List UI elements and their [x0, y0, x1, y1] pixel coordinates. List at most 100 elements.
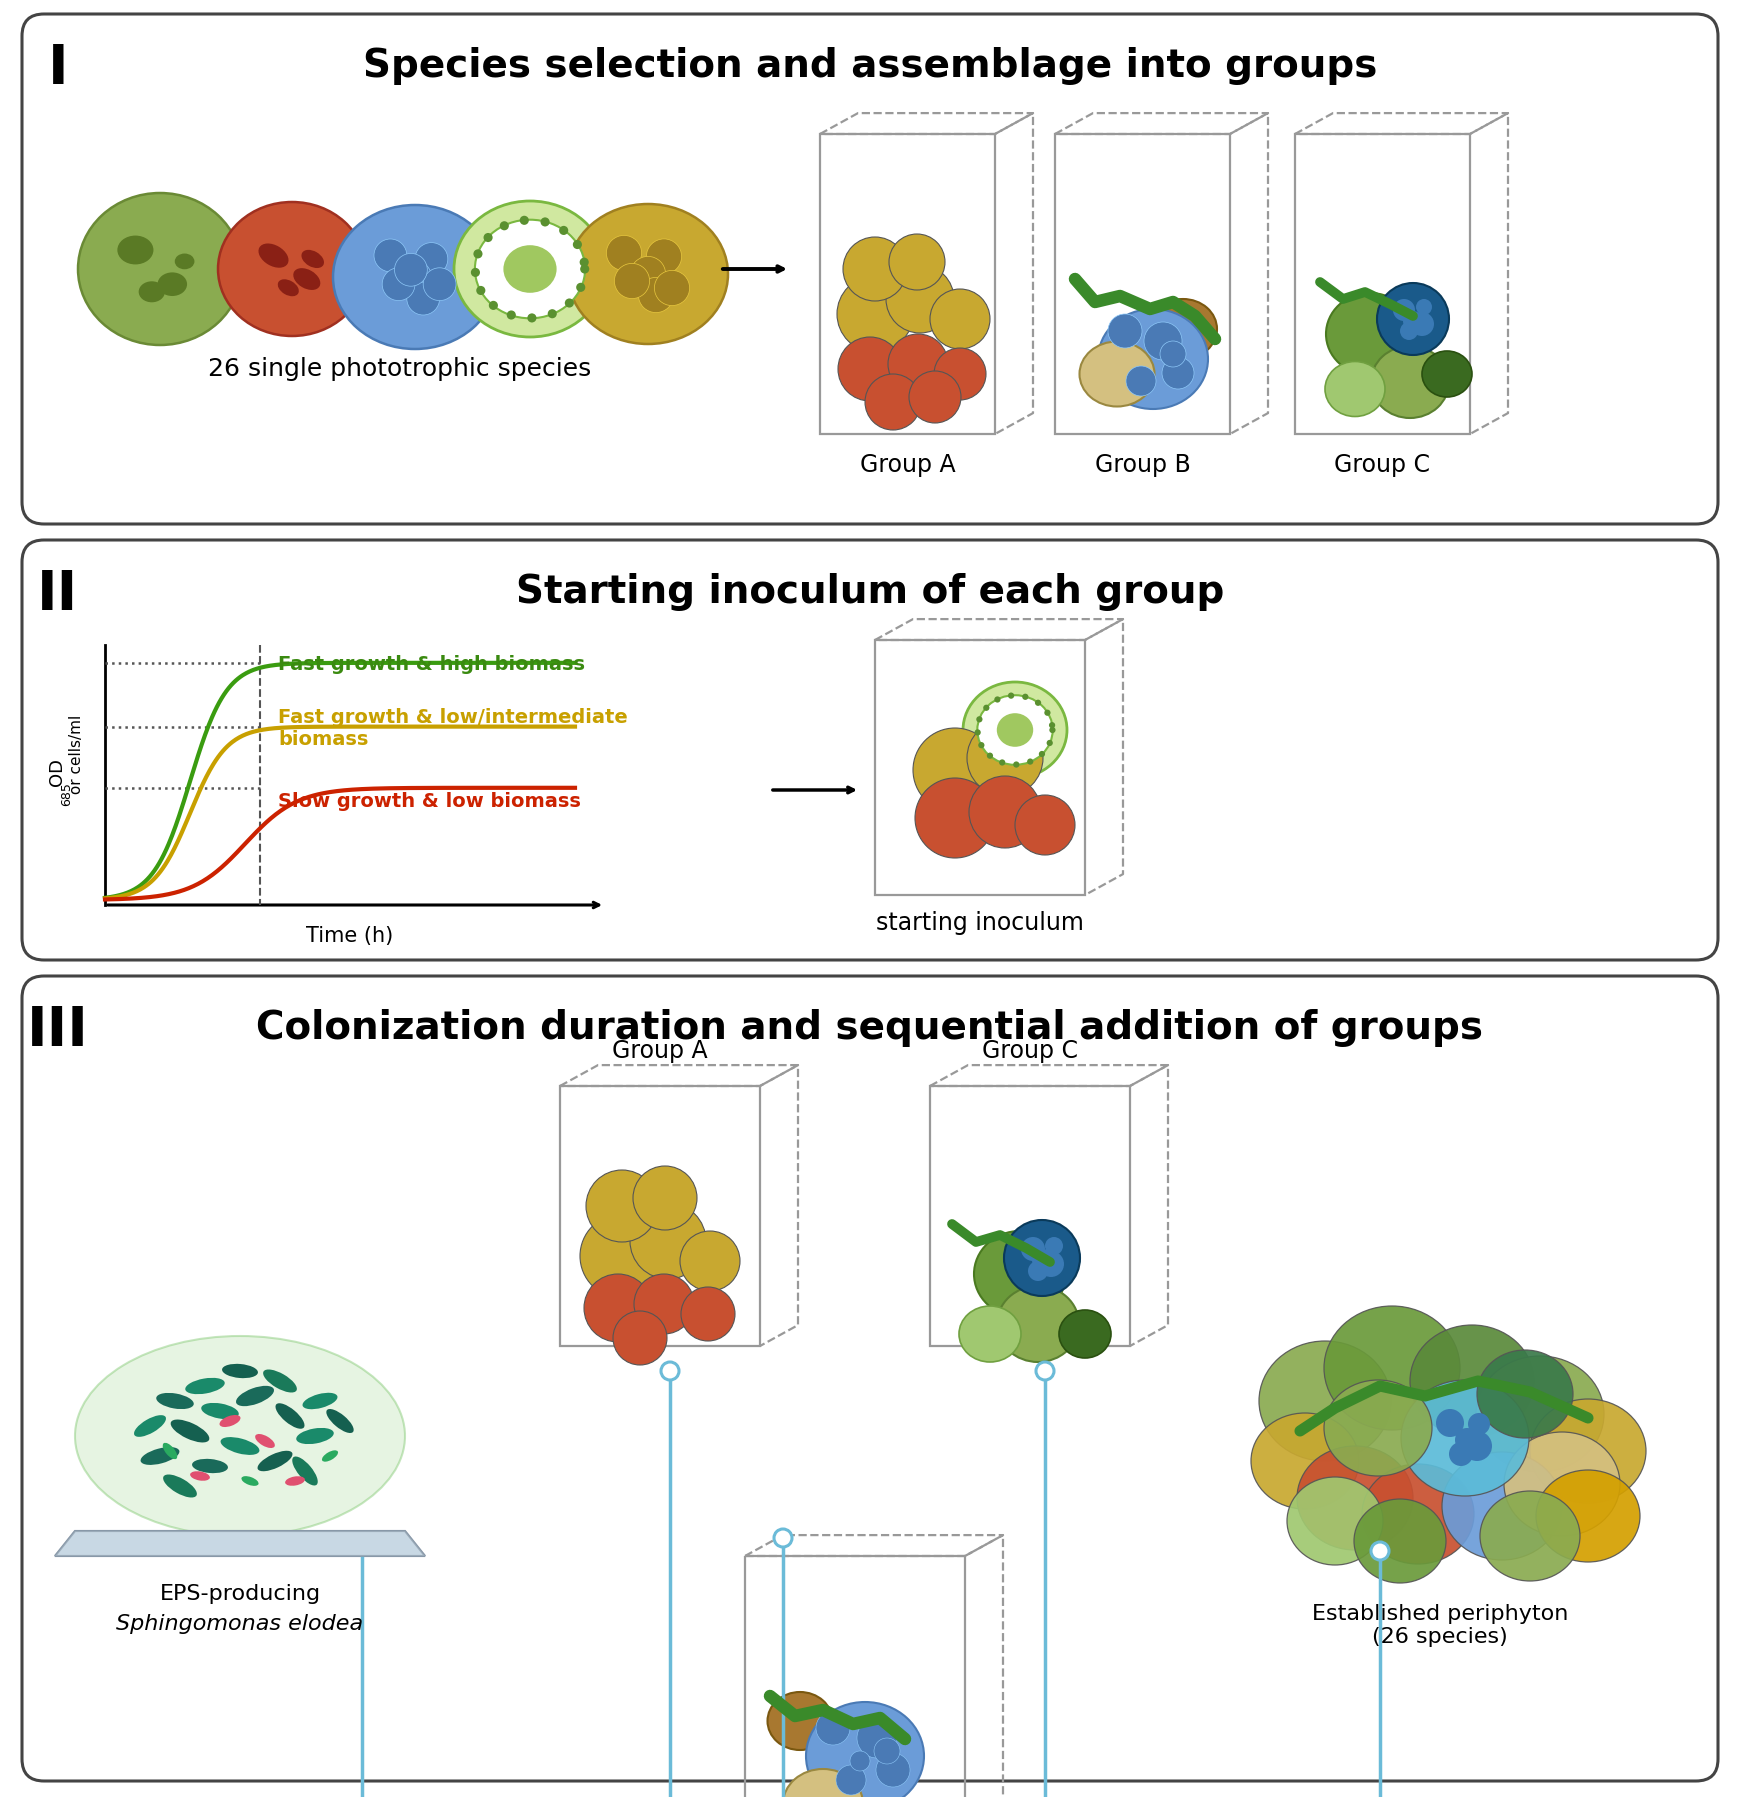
Ellipse shape [219, 1414, 240, 1427]
Ellipse shape [163, 1475, 197, 1497]
Ellipse shape [1250, 1412, 1358, 1509]
Circle shape [1028, 1261, 1047, 1281]
Circle shape [520, 216, 529, 225]
Circle shape [473, 250, 482, 259]
Ellipse shape [1323, 1380, 1431, 1475]
Circle shape [638, 277, 673, 313]
Ellipse shape [475, 219, 584, 318]
Ellipse shape [805, 1702, 923, 1797]
Text: Sphingomonas elodea: Sphingomonas elodea [117, 1614, 363, 1633]
Ellipse shape [263, 1369, 297, 1393]
Ellipse shape [202, 1403, 238, 1420]
Circle shape [1026, 758, 1033, 766]
Circle shape [857, 1718, 897, 1757]
Ellipse shape [322, 1450, 337, 1461]
Circle shape [506, 311, 515, 320]
Ellipse shape [217, 201, 365, 336]
Circle shape [974, 730, 981, 735]
Circle shape [993, 697, 1000, 703]
Circle shape [887, 334, 948, 394]
Ellipse shape [223, 1364, 257, 1378]
Circle shape [1125, 367, 1155, 395]
Ellipse shape [1148, 298, 1216, 359]
Circle shape [630, 1202, 706, 1279]
Circle shape [977, 742, 984, 748]
Text: Fast growth & low/intermediate
biomass: Fast growth & low/intermediate biomass [278, 708, 628, 749]
Circle shape [934, 349, 986, 401]
Circle shape [576, 282, 584, 291]
Ellipse shape [1287, 1477, 1383, 1565]
Ellipse shape [296, 1429, 334, 1445]
Circle shape [1376, 282, 1449, 356]
Bar [875, 640, 1085, 895]
Circle shape [774, 1529, 791, 1547]
Ellipse shape [259, 243, 289, 268]
Text: Group C: Group C [981, 1039, 1078, 1064]
Circle shape [1021, 1236, 1045, 1261]
Ellipse shape [190, 1472, 210, 1481]
Circle shape [584, 1274, 652, 1342]
Text: Starting inoculum of each group: Starting inoculum of each group [515, 573, 1224, 611]
Circle shape [1012, 762, 1019, 767]
Circle shape [1409, 313, 1433, 336]
Text: III: III [28, 1005, 89, 1058]
Ellipse shape [974, 1231, 1066, 1317]
Circle shape [416, 243, 447, 275]
Circle shape [374, 239, 407, 271]
Circle shape [908, 370, 960, 422]
Circle shape [541, 217, 550, 226]
Circle shape [654, 270, 689, 305]
Circle shape [1416, 298, 1431, 314]
FancyBboxPatch shape [23, 14, 1716, 525]
Circle shape [836, 277, 913, 352]
Circle shape [929, 289, 989, 349]
Circle shape [572, 241, 581, 250]
Circle shape [864, 374, 920, 429]
Text: Fast growth & high biomass: Fast growth & high biomass [278, 656, 584, 674]
Ellipse shape [1475, 1357, 1603, 1472]
Circle shape [1454, 1429, 1478, 1452]
Circle shape [548, 309, 556, 318]
Circle shape [579, 257, 588, 266]
Ellipse shape [454, 201, 605, 338]
Ellipse shape [962, 683, 1066, 778]
Polygon shape [56, 1531, 424, 1556]
Ellipse shape [503, 244, 556, 293]
Circle shape [645, 239, 682, 275]
Ellipse shape [1421, 350, 1471, 397]
Circle shape [1038, 751, 1045, 757]
Ellipse shape [294, 268, 320, 289]
Bar [560, 1085, 760, 1346]
Circle shape [383, 268, 416, 300]
Circle shape [889, 234, 944, 289]
Ellipse shape [767, 1693, 831, 1750]
Circle shape [476, 286, 485, 295]
Ellipse shape [139, 282, 165, 302]
Circle shape [612, 1312, 666, 1366]
Circle shape [1160, 341, 1186, 367]
Circle shape [558, 226, 569, 235]
Circle shape [607, 235, 642, 271]
Circle shape [1043, 710, 1050, 715]
Circle shape [913, 728, 996, 812]
Circle shape [1449, 1441, 1473, 1466]
Ellipse shape [1536, 1470, 1640, 1562]
Ellipse shape [75, 1335, 405, 1536]
Ellipse shape [1097, 309, 1207, 410]
Ellipse shape [275, 1403, 304, 1429]
Circle shape [998, 760, 1005, 766]
Circle shape [816, 1711, 850, 1745]
Bar [819, 135, 995, 435]
Ellipse shape [191, 1459, 228, 1474]
Circle shape [633, 1274, 694, 1333]
Ellipse shape [237, 1385, 273, 1407]
Circle shape [1007, 692, 1014, 699]
Circle shape [527, 313, 536, 322]
Ellipse shape [174, 253, 195, 270]
Circle shape [983, 704, 989, 712]
Circle shape [1435, 1409, 1462, 1438]
Ellipse shape [163, 1443, 177, 1459]
Circle shape [471, 268, 480, 277]
Ellipse shape [1529, 1400, 1645, 1502]
Circle shape [1143, 322, 1181, 359]
